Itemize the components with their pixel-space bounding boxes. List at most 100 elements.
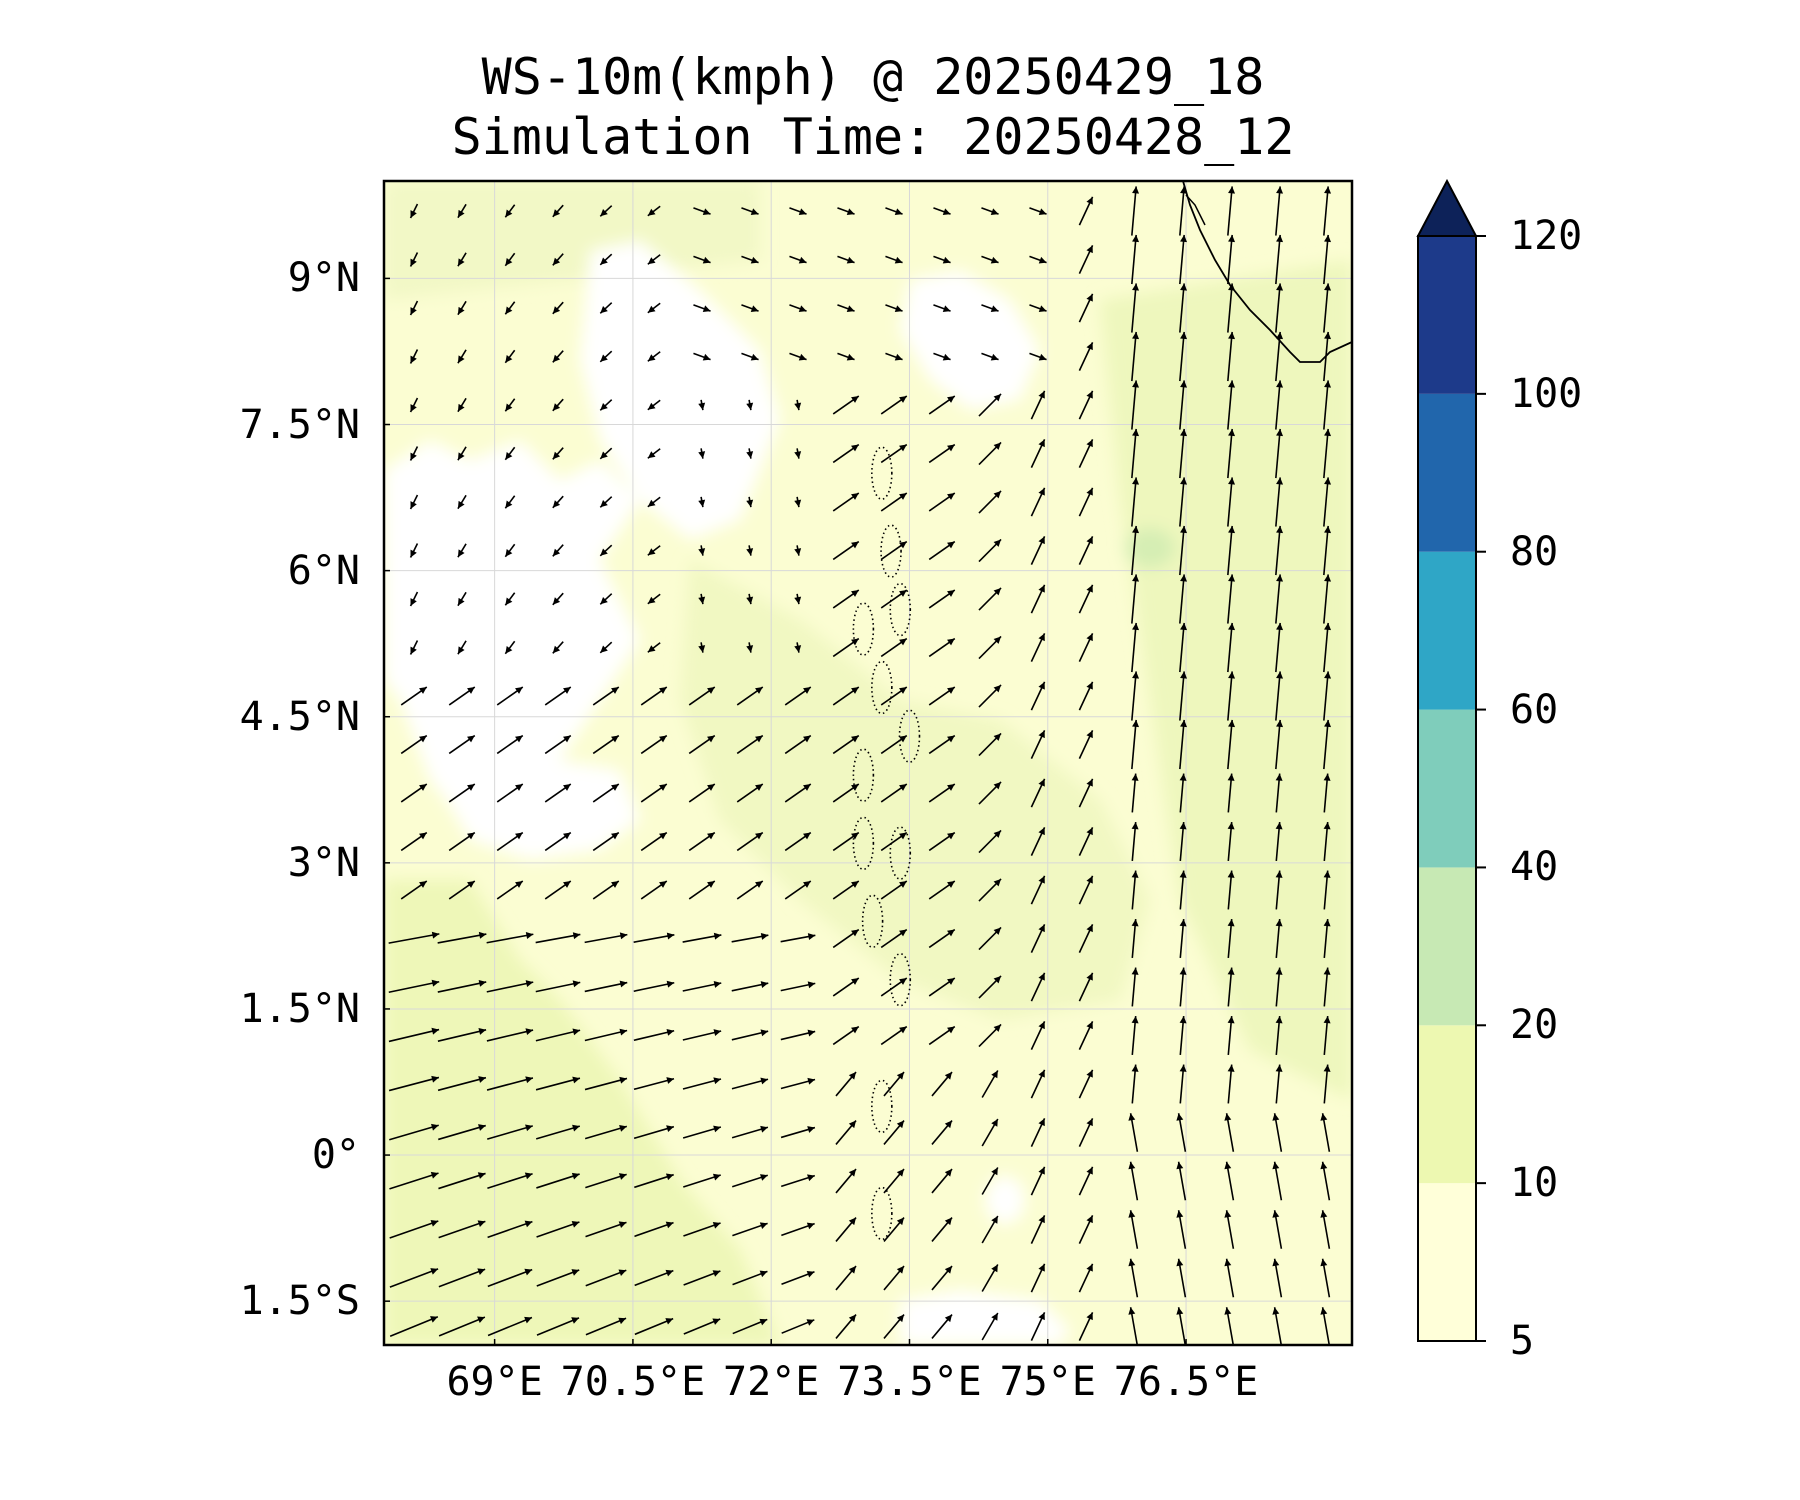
wind-arrow: [536, 1269, 580, 1287]
wind-arrow: [1320, 1113, 1331, 1152]
wind-arrow: [789, 255, 807, 264]
wind-arrow: [1030, 536, 1046, 565]
wind-arrow: [1128, 1210, 1139, 1249]
lon-tick-label: 70.5°E: [560, 1359, 706, 1405]
wind-arrow: [1275, 186, 1284, 236]
wind-arrow: [1323, 773, 1331, 813]
wind-arrow: [928, 443, 956, 464]
wind-arrow: [599, 447, 613, 460]
wind-arrow: [640, 783, 668, 803]
wind-arrow: [1275, 622, 1284, 673]
lat-tick-label: 3°N: [287, 839, 360, 886]
wind-arrow: [885, 304, 903, 313]
wind-arrow: [1323, 234, 1332, 285]
wind-arrow: [835, 1217, 857, 1242]
wind-arrow: [634, 1173, 674, 1189]
wind-arrow: [883, 1265, 905, 1291]
wind-arrow: [599, 350, 613, 363]
wind-arrow: [585, 1221, 627, 1238]
wind-arrow: [437, 931, 487, 944]
wind-arrow: [640, 831, 668, 852]
wind-arrow: [1131, 477, 1140, 527]
wind-arrow: [1030, 439, 1046, 468]
wind-arrow: [409, 349, 419, 364]
wind-arrow: [1078, 1118, 1094, 1147]
wind-arrow: [1323, 671, 1332, 721]
map-frame: [382, 179, 1354, 1347]
wind-arrow: [437, 1076, 487, 1092]
wind-arrow: [536, 1317, 580, 1336]
atoll-outline: [889, 582, 912, 637]
wind-arrow: [1323, 1064, 1331, 1104]
lon-tick-label: 72°E: [723, 1359, 820, 1405]
colorbar-segment: [1418, 867, 1476, 1026]
wind-arrow: [599, 302, 613, 314]
wind-arrow: [1179, 477, 1188, 527]
wind-arrow: [448, 686, 476, 706]
wind-arrow: [1275, 331, 1284, 382]
lon-tick-label: 73.5°E: [837, 1359, 982, 1405]
wind-arrow: [552, 641, 564, 654]
wind-arrow: [437, 979, 487, 993]
lon-tick-label: 69°E: [446, 1359, 543, 1405]
wind-arrow: [736, 880, 764, 900]
wind-arrow: [1176, 1210, 1187, 1249]
wind-arrow: [832, 540, 860, 561]
wind-arrow: [784, 783, 812, 803]
colorbar-tick-label: 80: [1510, 528, 1559, 575]
wind-arrow: [978, 829, 1002, 854]
wind-arrow: [832, 831, 860, 852]
wind-arrow: [928, 686, 956, 706]
wind-arrow: [1179, 967, 1187, 1007]
wind-arrow: [832, 1025, 860, 1046]
wind-arrow: [688, 831, 716, 852]
wind-arrow: [978, 490, 1002, 514]
wind-arrow: [388, 1075, 440, 1092]
wind-arrow: [880, 443, 908, 464]
wind-arrow: [1176, 1113, 1187, 1152]
wind-arrow: [832, 637, 860, 658]
speed-fill-patches: [384, 181, 1352, 1345]
wind-arrow: [1275, 380, 1284, 430]
wind-arrow: [731, 1077, 769, 1090]
wind-arrow: [880, 880, 908, 900]
colorbar-tick-label: 5: [1510, 1318, 1535, 1364]
wind-arrow: [544, 880, 572, 900]
wind-arrow: [682, 1125, 722, 1139]
wind-arrow: [736, 734, 764, 755]
wind-arrow: [1128, 1258, 1139, 1298]
wind-arrow: [1030, 633, 1046, 662]
wind-arrow: [592, 686, 620, 706]
wind-arrow: [1128, 1307, 1139, 1345]
wind-arrow: [741, 352, 759, 361]
wind-arrow: [409, 300, 419, 316]
wind-arrow: [599, 593, 613, 605]
wind-arrow: [496, 880, 524, 900]
wind-arrow: [981, 1215, 999, 1244]
wind-arrow: [1179, 186, 1188, 236]
wind-arrow: [880, 686, 908, 706]
wind-arrow: [781, 1222, 815, 1237]
wind-arrow: [633, 932, 675, 943]
wind-arrow: [880, 977, 908, 997]
wind-arrow: [552, 301, 564, 315]
wind-arrow: [647, 254, 661, 265]
wind-arrow: [832, 977, 860, 997]
wind-arrow: [1272, 1210, 1283, 1249]
wind-arrow: [1176, 1161, 1187, 1201]
wind-arrow: [1078, 245, 1094, 274]
wind-arrow: [1275, 822, 1283, 861]
wind-arrow: [1179, 283, 1188, 333]
wind-arrow: [731, 1029, 769, 1041]
colorbar-segment: [1418, 236, 1476, 394]
wind-arrow: [409, 494, 419, 510]
wind-arrow: [698, 642, 706, 653]
wind-arrow: [781, 1319, 815, 1334]
wind-arrow: [698, 448, 706, 459]
wind-arrow: [978, 781, 1002, 805]
wind-arrow: [1078, 536, 1094, 565]
wind-arrow: [1227, 380, 1236, 430]
wind-arrow: [835, 1071, 857, 1097]
coastline-inlet: [1185, 194, 1206, 226]
chart-title-line2: Simulation Time: 20250428_12: [451, 108, 1295, 166]
